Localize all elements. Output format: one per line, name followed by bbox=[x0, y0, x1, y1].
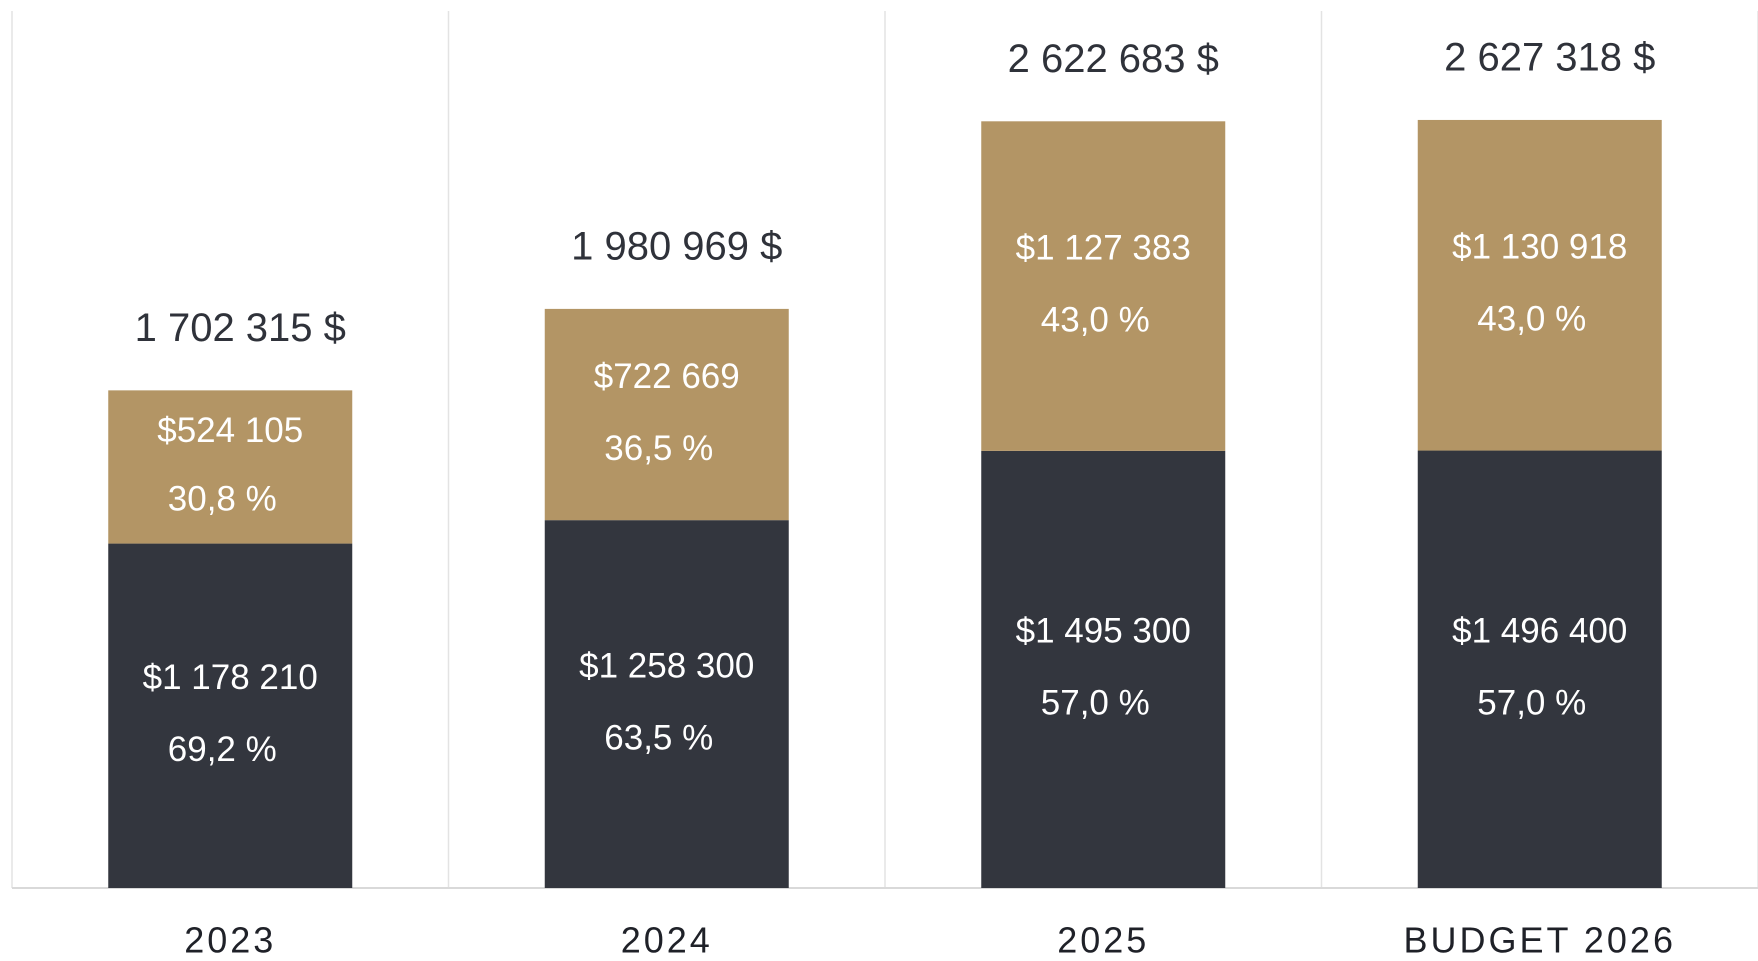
share-label: 69,2 % bbox=[168, 730, 277, 769]
x-tick-label: 2024 bbox=[621, 920, 713, 961]
value-label: $1 496 400 bbox=[1452, 612, 1627, 651]
share-label: 57,0 % bbox=[1477, 684, 1586, 723]
total-label: 1 980 969 $ bbox=[571, 224, 782, 268]
value-label: $722 669 bbox=[594, 357, 740, 396]
share-label: 57,0 % bbox=[1041, 684, 1150, 723]
x-tick-label: 2025 bbox=[1057, 920, 1149, 961]
bar-segment bbox=[1417, 450, 1662, 888]
bar-segment bbox=[981, 450, 1226, 888]
x-tick-label: BUDGET 2026 bbox=[1404, 920, 1676, 961]
share-label: 36,5 % bbox=[604, 429, 713, 468]
x-tick-label: 2023 bbox=[184, 920, 276, 961]
total-label: 1 702 315 $ bbox=[135, 306, 346, 350]
share-label: 30,8 % bbox=[168, 479, 277, 518]
bar-segment bbox=[108, 543, 353, 888]
total-label: 2 622 683 $ bbox=[1008, 37, 1219, 81]
bar-segment bbox=[108, 390, 353, 544]
value-label: $524 105 bbox=[157, 411, 303, 450]
value-label: $1 178 210 bbox=[143, 658, 318, 697]
bar-segment bbox=[544, 308, 789, 521]
total-label: 2 627 318 $ bbox=[1444, 36, 1655, 80]
value-label: $1 130 918 bbox=[1452, 227, 1627, 266]
value-label: $1 258 300 bbox=[579, 646, 754, 685]
bar-segment bbox=[981, 121, 1226, 451]
share-label: 43,0 % bbox=[1041, 300, 1150, 339]
value-label: $1 495 300 bbox=[1016, 612, 1191, 651]
bar-segment bbox=[544, 520, 789, 888]
value-label: $1 127 383 bbox=[1016, 228, 1191, 267]
share-label: 43,0 % bbox=[1477, 299, 1586, 338]
bar-segment bbox=[1417, 119, 1662, 451]
share-label: 63,5 % bbox=[604, 718, 713, 757]
